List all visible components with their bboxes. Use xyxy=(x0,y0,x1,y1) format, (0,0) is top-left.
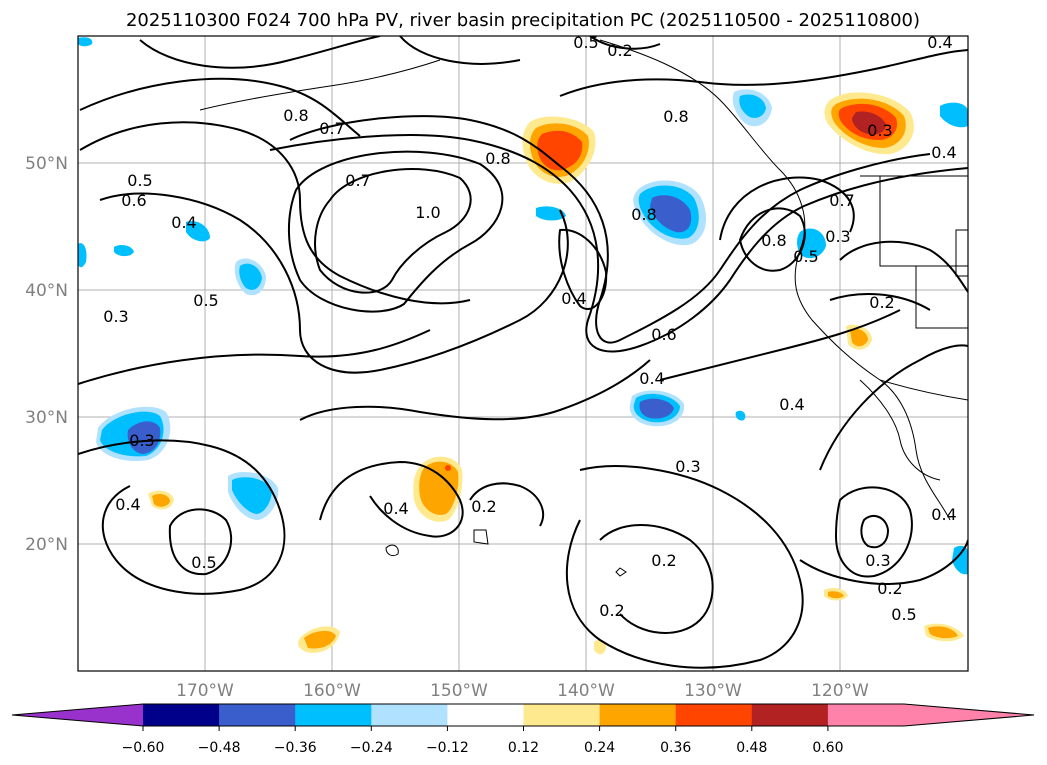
lon-label-170w: 170°W xyxy=(176,681,234,701)
figure-title: 2025110300 F024 700 hPa PV, river basin … xyxy=(126,10,920,31)
contour-label: 0.3 xyxy=(675,457,700,476)
contour-label: 0.5 xyxy=(191,553,216,572)
contour-label: 0.4 xyxy=(383,499,408,518)
contour-label: 0.2 xyxy=(471,497,496,516)
contour-label: 0.2 xyxy=(651,551,676,570)
colorbar-segment xyxy=(219,704,296,726)
latitude-labels: 50°N 40°N 30°N 20°N xyxy=(25,154,68,555)
colorbar-tick-label: −0.60 xyxy=(122,740,165,756)
lon-label-120w: 120°W xyxy=(811,681,869,701)
contour-label: 0.8 xyxy=(485,149,510,168)
lat-label-20n: 20°N xyxy=(25,535,68,555)
colorbar-tick-label: −0.36 xyxy=(274,740,317,756)
contour-label: 0.5 xyxy=(193,291,218,310)
colorbar-segment xyxy=(447,704,524,726)
lat-label-30n: 30°N xyxy=(25,408,68,428)
colorbar-segment xyxy=(827,704,905,726)
lon-label-130w: 130°W xyxy=(684,681,742,701)
contour-label: 0.4 xyxy=(931,143,956,162)
colorbar-tick-label: −0.12 xyxy=(426,740,469,756)
contour-label: 0.3 xyxy=(103,307,128,326)
map-frame xyxy=(77,35,969,672)
contour-labels: 0.8 0.7 0.8 1.0 0.7 0.5 0.6 0.4 0.5 0.3 … xyxy=(103,33,956,624)
contour-label: 0.2 xyxy=(599,601,624,620)
lon-label-160w: 160°W xyxy=(303,681,361,701)
lat-label-40n: 40°N xyxy=(25,281,68,301)
contour-label: 0.7 xyxy=(345,171,370,190)
contour-label: 0.2 xyxy=(607,41,632,60)
colorbar-tick-label: −0.24 xyxy=(350,740,393,756)
contour-label: 0.4 xyxy=(779,395,804,414)
pv-contours xyxy=(78,36,968,669)
colorbar-segment xyxy=(675,704,753,726)
colorbar-segment xyxy=(371,704,448,726)
colorbar: −0.60 −0.48 −0.36 −0.24 −0.12 0.12 0.24 0.36 0.4… xyxy=(11,703,1035,756)
colorbar-segment xyxy=(295,704,372,726)
contour-label: 0.4 xyxy=(927,33,952,52)
colorbar-segment xyxy=(751,704,829,726)
colorbar-extend-high xyxy=(904,704,1034,726)
contour-label: 0.7 xyxy=(829,191,854,210)
colorbar-tick-label: 0.24 xyxy=(584,740,615,756)
contour-label: 0.5 xyxy=(891,605,916,624)
contour-label: 0.2 xyxy=(877,579,902,598)
longitude-labels: 170°W 160°W 150°W 140°W 130°W 120°W xyxy=(176,681,869,701)
contour-label: 0.8 xyxy=(631,205,656,224)
contour-label: 0.3 xyxy=(825,227,850,246)
colorbar-segment xyxy=(523,704,601,726)
colorbar-tick-label: −0.48 xyxy=(198,740,241,756)
colorbar-segment xyxy=(599,704,677,726)
contour-label: 1.0 xyxy=(415,203,440,222)
contour-label: 0.5 xyxy=(793,247,818,266)
lon-label-140w: 140°W xyxy=(557,681,615,701)
contour-label: 0.5 xyxy=(573,33,598,52)
contour-label: 0.4 xyxy=(115,495,140,514)
contour-label: 0.8 xyxy=(663,107,688,126)
lon-label-150w: 150°W xyxy=(430,681,488,701)
contour-label: 0.8 xyxy=(761,231,786,250)
colorbar-tick-label: 0.48 xyxy=(736,740,767,756)
contour-label: 0.4 xyxy=(171,213,196,232)
contour-label: 0.6 xyxy=(651,325,676,344)
colorbar-tick-label: 0.60 xyxy=(812,740,843,756)
contour-label: 0.6 xyxy=(121,191,146,210)
contour-label: 0.3 xyxy=(129,431,154,450)
contour-label: 0.2 xyxy=(869,293,894,312)
contour-label: 0.5 xyxy=(127,171,152,190)
colorbar-tick-label: 0.36 xyxy=(660,740,691,756)
contour-label: 0.4 xyxy=(931,505,956,524)
contour-label: 0.7 xyxy=(319,119,344,138)
contour-label: 0.3 xyxy=(867,121,892,140)
contour-label: 0.3 xyxy=(865,551,890,570)
coastlines xyxy=(199,39,968,577)
contour-label: 0.4 xyxy=(561,289,586,308)
colorbar-tick-label: 0.12 xyxy=(508,740,539,756)
lat-label-50n: 50°N xyxy=(25,154,68,174)
contour-label: 0.8 xyxy=(283,106,308,125)
colorbar-segment xyxy=(143,704,220,726)
colorbar-extend-low xyxy=(12,704,143,726)
contour-label: 0.4 xyxy=(639,369,664,388)
